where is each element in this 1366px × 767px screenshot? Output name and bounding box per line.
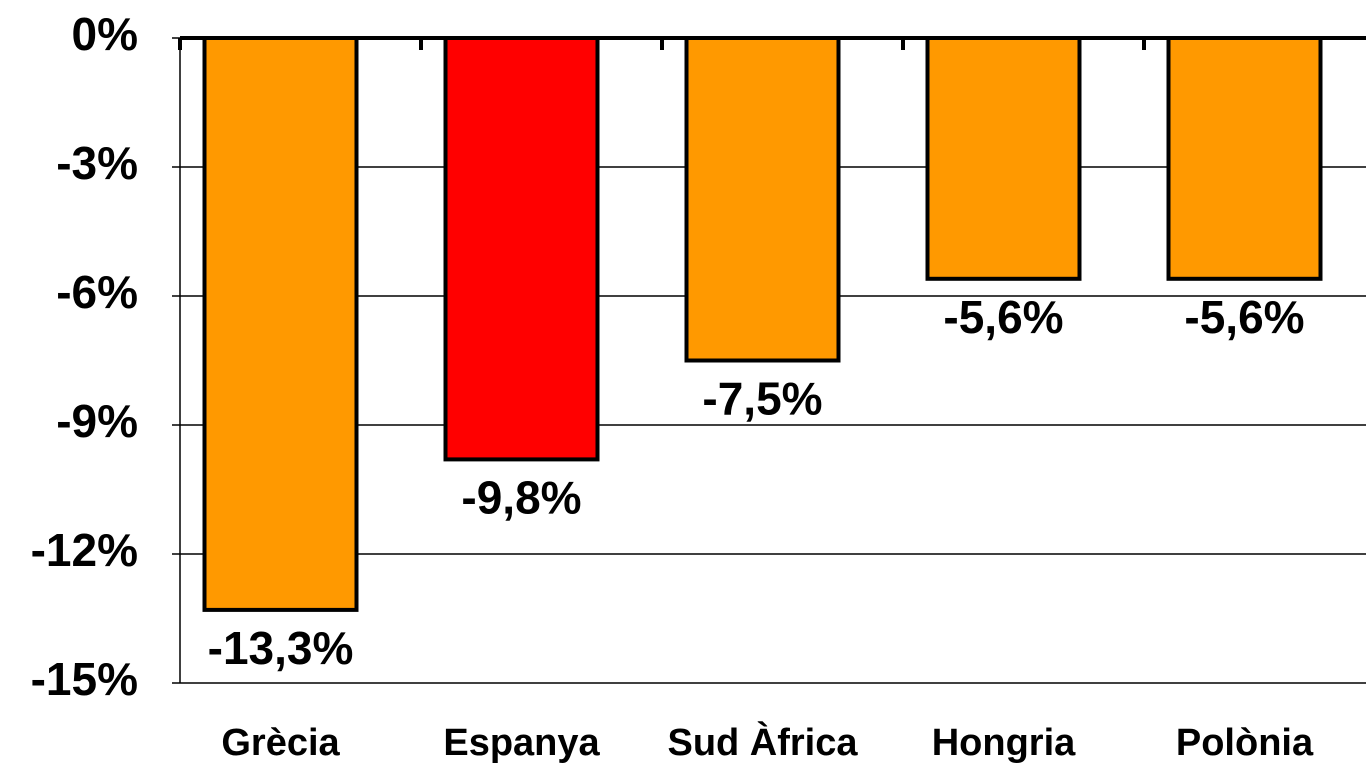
value-label: -13,3% (208, 622, 354, 674)
bar (202, 36, 359, 612)
bar (684, 36, 841, 363)
x-tick-label: Espanya (443, 722, 600, 764)
y-tick-label: 0% (72, 8, 138, 60)
value-label: -9,8% (461, 472, 581, 524)
y-tick-label: -15% (31, 653, 138, 705)
bar (925, 36, 1082, 281)
bar (1166, 36, 1323, 281)
value-label: -5,6% (1184, 291, 1304, 343)
value-label: -7,5% (702, 373, 822, 425)
x-tick-label: Hongria (932, 722, 1076, 764)
value-label: -5,6% (943, 291, 1063, 343)
y-tick-label: -9% (56, 395, 138, 447)
x-tick-label: Grècia (221, 722, 340, 764)
y-tick-label: -6% (56, 266, 138, 318)
bar (443, 36, 600, 462)
x-tick-label: Polònia (1176, 722, 1314, 764)
y-tick-label: -12% (31, 524, 138, 576)
x-tick-label: Sud Àfrica (667, 720, 858, 764)
y-tick-label: -3% (56, 137, 138, 189)
